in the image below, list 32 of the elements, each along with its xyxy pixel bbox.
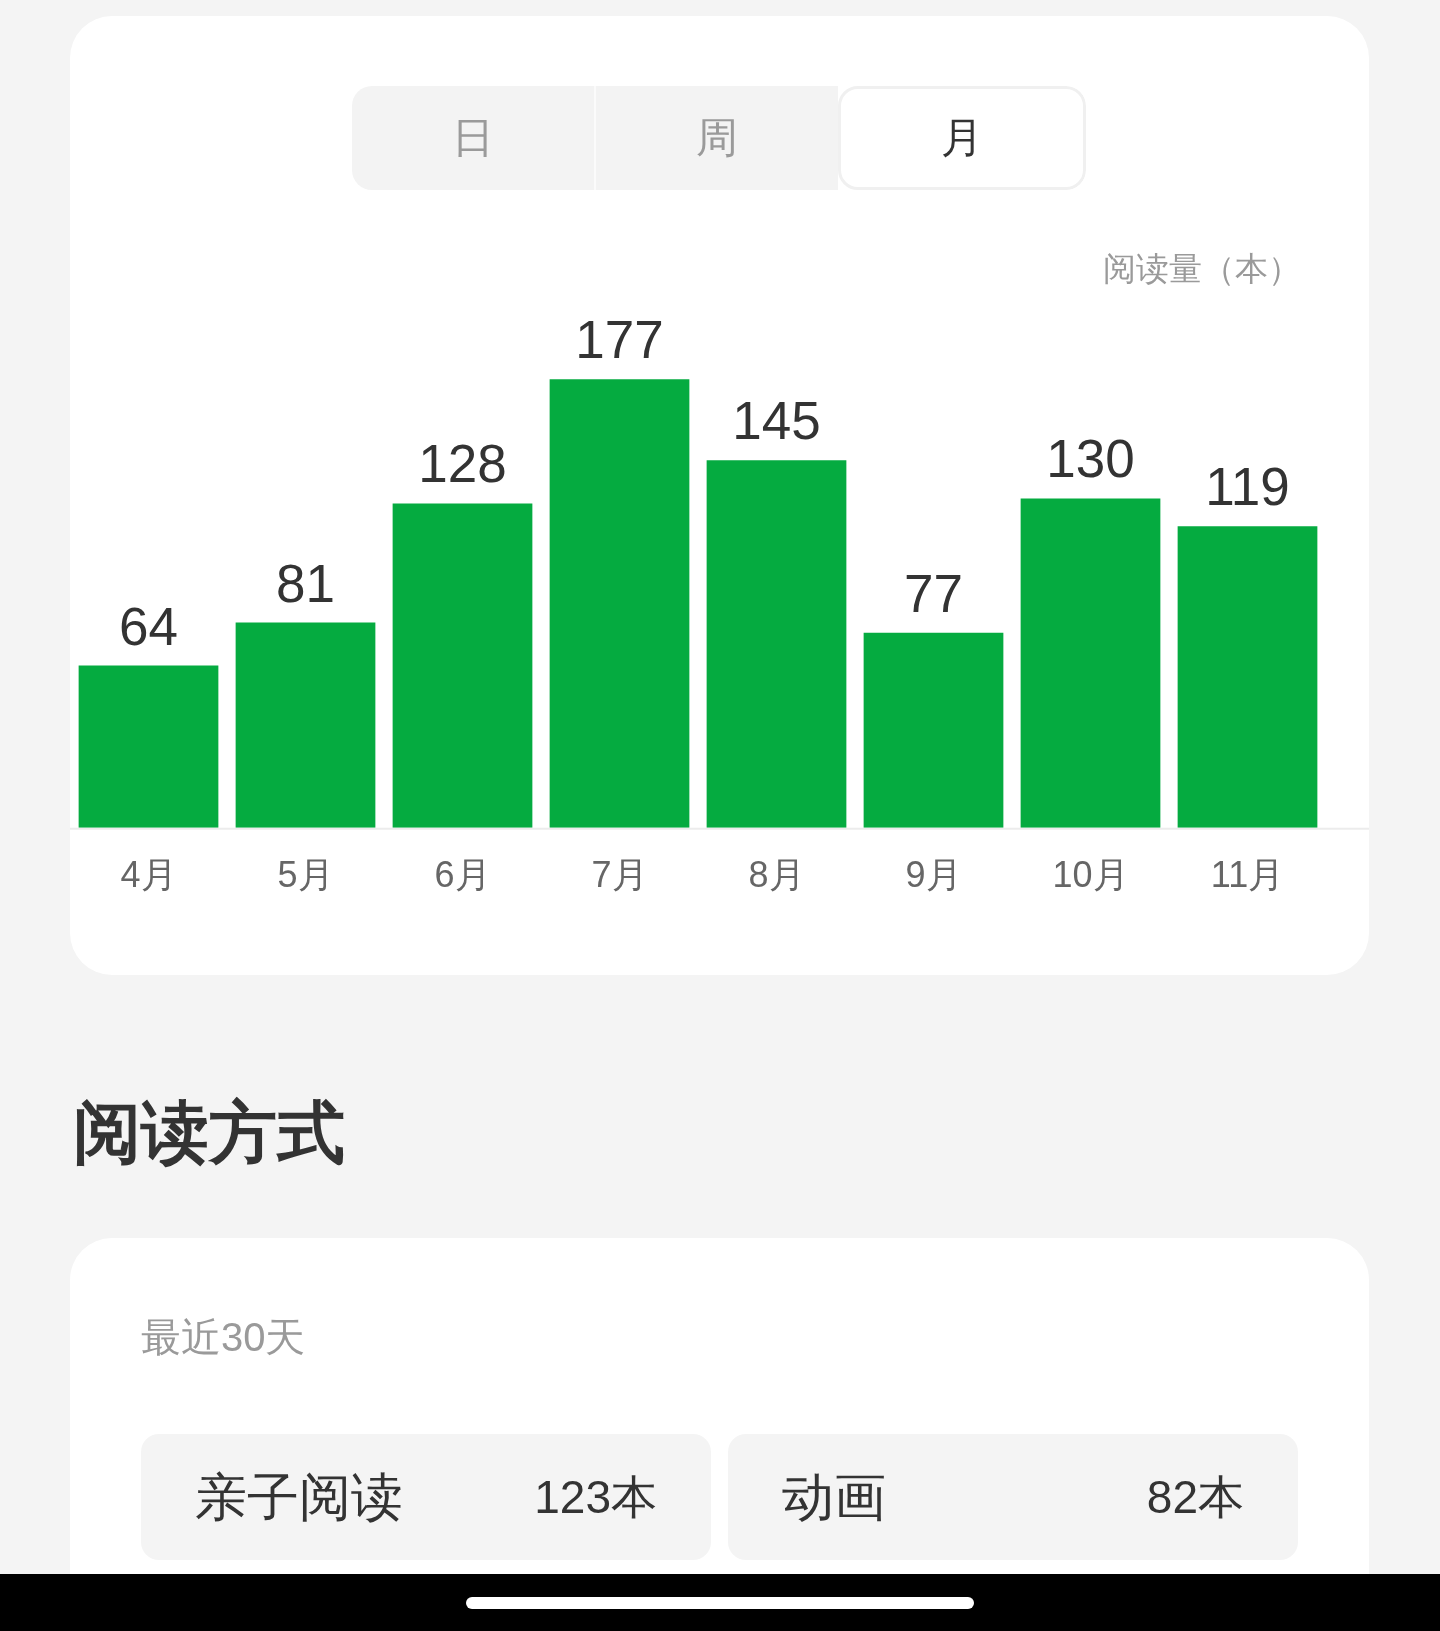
x-tick-label: 8月 (748, 854, 805, 896)
data-label: 77 (904, 563, 963, 623)
text: 最近30天 (141, 1315, 306, 1359)
bar (235, 622, 376, 828)
bar (863, 632, 1004, 828)
x-tick-label: 5月 (277, 854, 334, 896)
x-tick-label: 11月 (1210, 854, 1285, 896)
bar (1020, 498, 1161, 828)
bar (549, 379, 690, 828)
tab: 周 (594, 86, 838, 190)
data-label: 64 (119, 596, 178, 656)
x-tick-label: 10月 (1052, 854, 1129, 896)
stat-tile: 动画 82本 (728, 1434, 1298, 1560)
x-tick-label: 6月 (434, 854, 491, 896)
bar (706, 460, 847, 828)
bar (1177, 526, 1318, 828)
text: 阅读方式 (73, 1094, 345, 1170)
bar (392, 503, 533, 828)
bar (78, 665, 219, 828)
data-label: 81 (276, 553, 335, 613)
tab: 日 (352, 86, 594, 190)
data-label: 119 (1205, 457, 1290, 517)
tab: 月 (838, 86, 1086, 190)
data-label: 128 (418, 434, 507, 494)
x-tick-label: 7月 (591, 854, 648, 896)
data-label: 130 (1046, 429, 1135, 489)
stat-tile: 亲子阅读 123本 (141, 1434, 711, 1560)
data-label: 177 (575, 310, 664, 370)
y-axis-title: 阅读量（本） (1103, 250, 1301, 287)
data-label: 145 (732, 391, 821, 451)
x-tick-label: 9月 (905, 854, 962, 896)
x-tick-label: 4月 (120, 854, 177, 896)
